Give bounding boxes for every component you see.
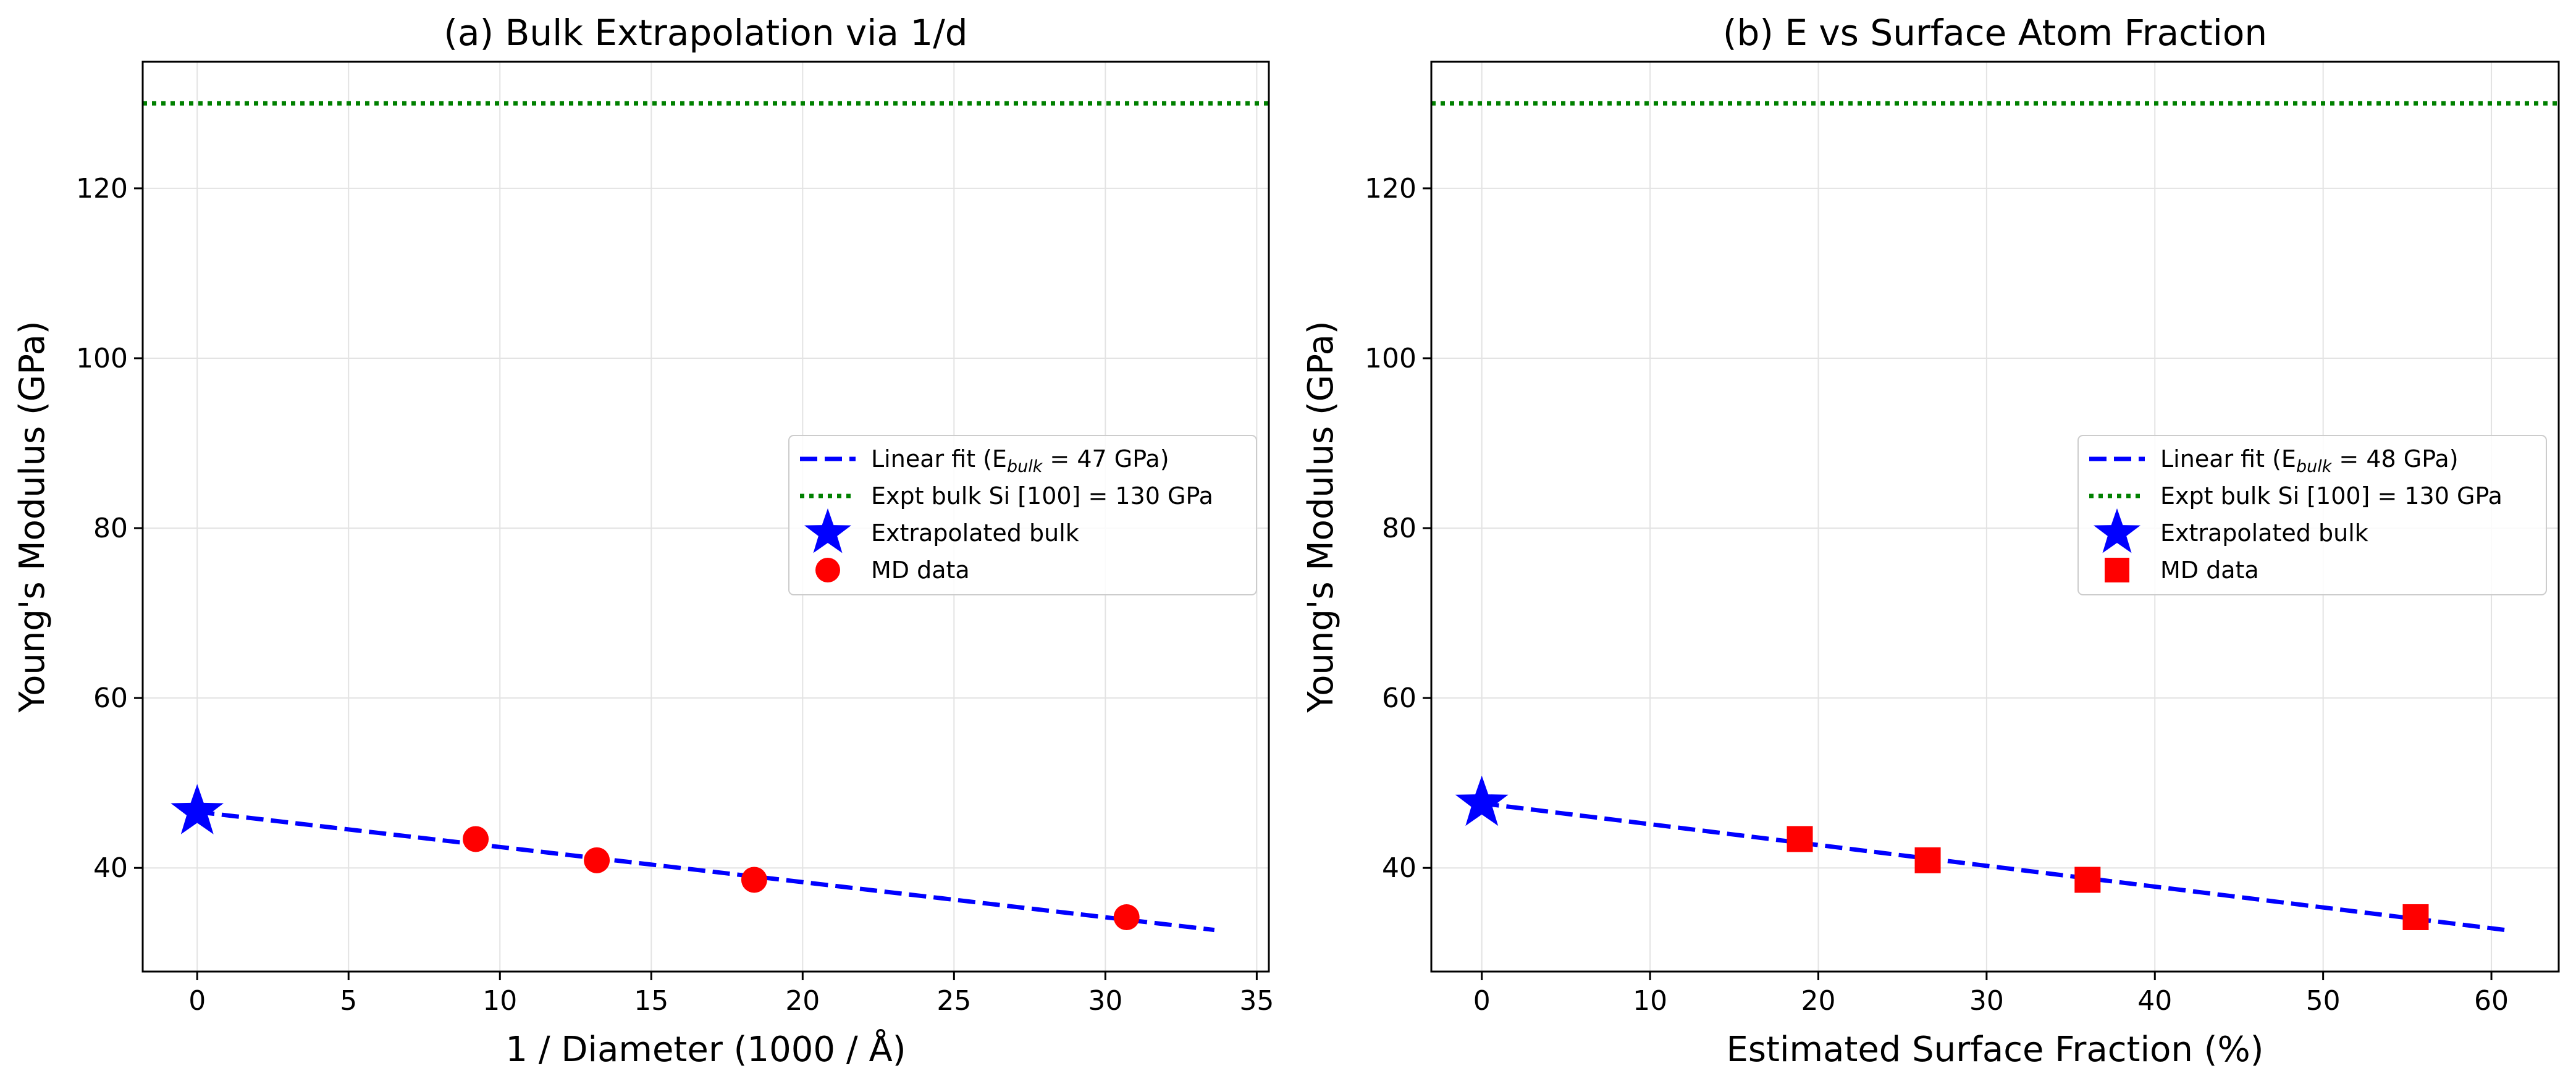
legend-md-swatch: [2105, 558, 2129, 582]
y-tick-label: 60: [93, 682, 128, 714]
y-tick-label: 100: [76, 343, 128, 374]
data-point: [741, 867, 767, 893]
x-tick-label: 20: [1801, 985, 1835, 1017]
y-tick-label: 60: [1382, 682, 1416, 714]
chart-title: (b) E vs Surface Atom Fraction: [1723, 12, 2267, 54]
axes-frame: [141, 61, 1270, 973]
bulk-star-point: [170, 784, 224, 834]
axes-frame: [1430, 61, 2560, 973]
x-tick-label: 50: [2306, 985, 2341, 1017]
data-point: [584, 847, 610, 873]
x-tick-label: 10: [482, 985, 517, 1017]
x-tick-label: 0: [1473, 985, 1491, 1017]
y-tick-label: 100: [1365, 343, 1416, 374]
x-tick-label: 0: [188, 985, 206, 1017]
legend-label-star: Extrapolated bulk: [871, 519, 1079, 547]
x-tick-label: 40: [2137, 985, 2172, 1017]
legend: Linear fit (Ebulk = 47 GPa) Expt bulk Si …: [788, 435, 1257, 595]
legend-label-fit: Linear fit (Ebulk = 47 GPa): [871, 445, 1169, 476]
legend-frame: [788, 435, 1257, 595]
legend-md-swatch: [815, 558, 840, 582]
y-tick-label: 80: [1382, 513, 1416, 544]
legend-frame: [2077, 435, 2547, 595]
x-tick-label: 10: [1633, 985, 1667, 1017]
data-point: [2402, 904, 2429, 930]
data-point: [2074, 867, 2101, 893]
y-axis-label: Young's Modulus (GPa): [12, 321, 53, 713]
legend-label-star: Extrapolated bulk: [2160, 519, 2368, 547]
data-point: [1914, 847, 1941, 873]
fit-line: [1481, 801, 2506, 933]
panel-b: 0 10 20 30 40 50 60 40 60 80 100 120 (b) E vs Surfac…: [1301, 12, 2560, 1070]
x-tick-label: 30: [1088, 985, 1122, 1017]
legend: Linear fit (Ebulk = 48 GPa) Expt bulk Si …: [2077, 435, 2547, 595]
panel-a: 0 5 10 15 20 25 30 35 40 60 80 100 120 (a) Bulk Extra…: [12, 12, 1274, 1070]
x-axis-label: Estimated Surface Fraction (%): [1726, 1030, 2263, 1070]
data-point: [1113, 904, 1140, 930]
y-tick-label: 120: [1365, 173, 1416, 204]
data-point: [463, 826, 489, 852]
legend-star-swatch: [2094, 508, 2140, 553]
chart-title: (a) Bulk Extrapolation via 1/d: [444, 12, 967, 54]
y-axis-label: Young's Modulus (GPa): [1301, 321, 1341, 713]
x-tick-label: 30: [1969, 985, 2004, 1017]
legend-label-md: MD data: [871, 556, 970, 584]
legend-label-fit: Linear fit (Ebulk = 48 GPa): [2160, 445, 2459, 476]
x-axis-label: 1 / Diameter (1000 / Å): [505, 1029, 906, 1070]
x-tick-label: 60: [2474, 985, 2509, 1017]
x-tick-label: 35: [1239, 985, 1274, 1017]
x-tick-label: 5: [340, 985, 357, 1017]
legend-label-reference: Expt bulk Si [100] = 130 GPa: [2160, 482, 2502, 510]
x-tick-label: 15: [634, 985, 668, 1017]
x-tick-label: 25: [937, 985, 971, 1017]
legend-label-reference: Expt bulk Si [100] = 130 GPa: [871, 482, 1213, 510]
fit-line: [196, 809, 1215, 933]
y-tick-label: 40: [93, 852, 128, 884]
legend-star-swatch: [804, 508, 851, 553]
data-point: [1787, 826, 1813, 852]
y-tick-label: 40: [1382, 852, 1416, 884]
bulk-star-point: [1455, 775, 1509, 826]
y-tick-label: 80: [93, 513, 128, 544]
legend-label-md: MD data: [2160, 556, 2259, 584]
x-tick-label: 20: [785, 985, 820, 1017]
y-tick-label: 120: [76, 173, 128, 204]
